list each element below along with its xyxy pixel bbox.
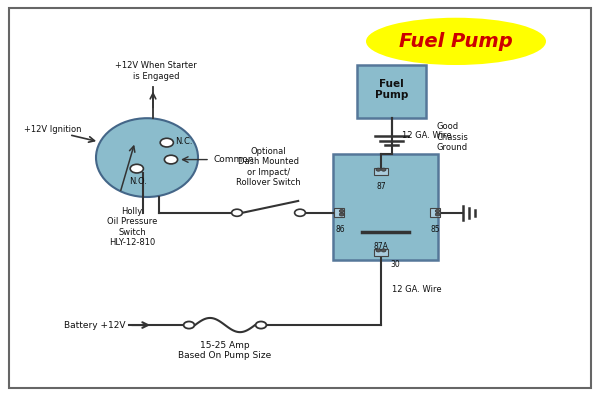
Text: Fuel Pump: Fuel Pump	[399, 32, 513, 51]
Text: N.O.: N.O.	[129, 177, 147, 186]
Text: N.C.: N.C.	[175, 138, 193, 146]
Circle shape	[381, 249, 386, 252]
Circle shape	[130, 164, 143, 173]
Bar	[374, 249, 388, 256]
Text: Fuel
Pump: Fuel Pump	[375, 79, 408, 100]
FancyBboxPatch shape	[9, 8, 591, 388]
Bar	[430, 208, 440, 217]
Text: 12 GA. Wire: 12 GA. Wire	[392, 285, 442, 294]
Text: Common: Common	[213, 155, 254, 164]
Circle shape	[376, 249, 381, 252]
Circle shape	[232, 209, 242, 216]
Circle shape	[160, 138, 173, 147]
Text: 15-25 Amp
Based On Pump Size: 15-25 Amp Based On Pump Size	[178, 341, 272, 360]
Text: Battery +12V: Battery +12V	[65, 321, 126, 329]
Text: 12 GA. Wire: 12 GA. Wire	[403, 132, 452, 140]
Text: 87A: 87A	[374, 242, 388, 251]
Text: Optional
Dash Mounted
or Impact/
Rollover Switch: Optional Dash Mounted or Impact/ Rollove…	[236, 147, 301, 187]
Bar	[334, 208, 344, 217]
Bar	[374, 168, 388, 175]
Circle shape	[435, 213, 440, 216]
Text: 87: 87	[376, 182, 386, 191]
Ellipse shape	[366, 18, 546, 65]
Circle shape	[339, 210, 344, 213]
Text: +12V When Starter
is Engaged: +12V When Starter is Engaged	[115, 61, 197, 81]
Bar	[357, 65, 426, 118]
Ellipse shape	[96, 118, 198, 197]
Text: +12V Ignition: +12V Ignition	[24, 125, 82, 134]
Text: Holly
Oil Pressure
Switch
HLY-12-810: Holly Oil Pressure Switch HLY-12-810	[107, 207, 157, 247]
Circle shape	[376, 168, 381, 171]
Text: 30: 30	[390, 260, 400, 269]
Circle shape	[295, 209, 305, 216]
Circle shape	[381, 168, 386, 171]
Circle shape	[256, 322, 266, 329]
Circle shape	[164, 155, 178, 164]
Text: 86: 86	[335, 225, 345, 234]
Bar	[333, 154, 438, 260]
Text: 85: 85	[430, 225, 440, 234]
Circle shape	[435, 210, 440, 213]
Circle shape	[184, 322, 194, 329]
Text: Good
Chassis
Ground: Good Chassis Ground	[437, 122, 469, 152]
Circle shape	[339, 213, 344, 216]
